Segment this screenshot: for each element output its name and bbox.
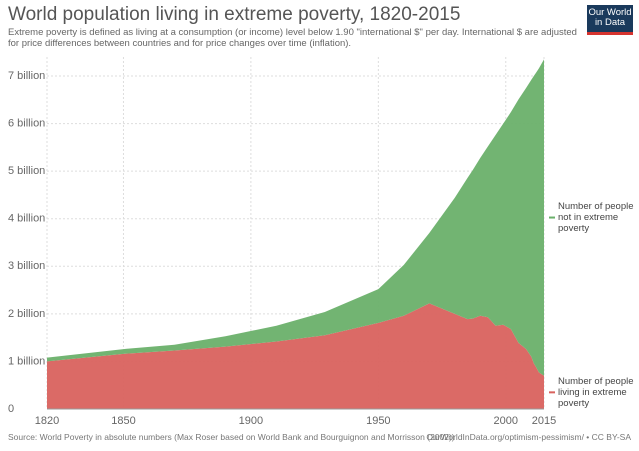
x-tick-label: 1820 [35,415,59,427]
legend-label: Number of people living in extreme pover… [558,375,634,409]
y-tick-label: 4 billion [8,213,45,225]
x-tick-label: 1900 [239,415,263,427]
y-tick-label: 7 billion [8,70,45,82]
y-tick-label: 5 billion [8,165,45,177]
y-tick-label: 2 billion [8,308,45,320]
y-tick-label: 3 billion [8,260,45,272]
y-tick-label: 1 billion [8,355,45,367]
legend-label: Number of people not in extreme poverty [558,201,634,235]
x-tick-label: 2000 [494,415,518,427]
logo: Our World in Data [587,5,633,35]
source: Source: World Poverty in absolute number… [8,432,455,442]
y-tick-label: 0 [8,403,14,415]
title: World population living in extreme pover… [8,4,461,25]
area [47,303,544,409]
subtitle: Extreme poverty is defined as living at … [8,27,577,49]
x-tick-label: 1950 [366,415,390,427]
area [47,59,544,376]
credit: OurWorldInData.org/optimism-pessimism/ •… [426,432,631,442]
y-tick-label: 6 billion [8,118,45,130]
x-tick-label: 2015 [532,415,556,427]
x-tick-label: 1850 [111,415,135,427]
